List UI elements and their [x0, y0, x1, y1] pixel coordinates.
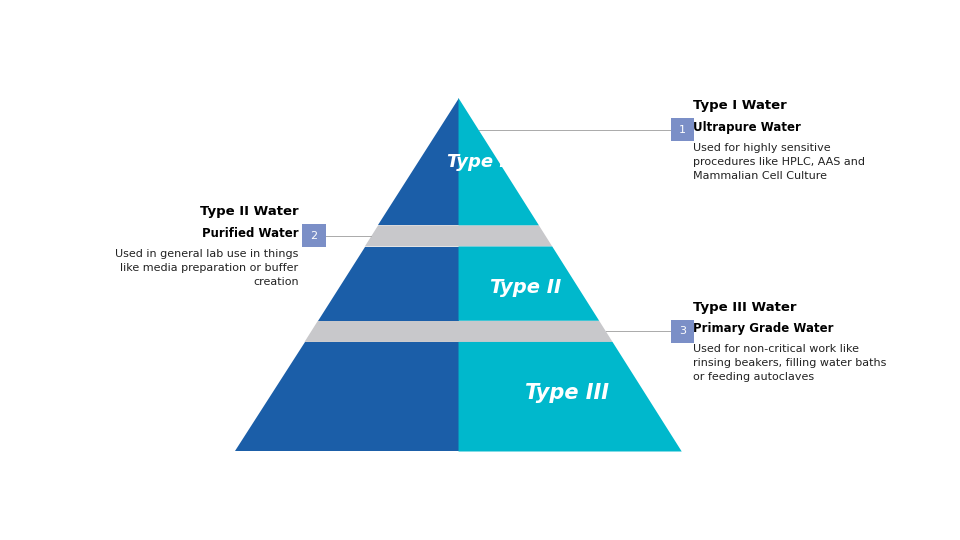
Polygon shape — [459, 246, 599, 321]
Text: Type II Water: Type II Water — [200, 205, 299, 218]
Polygon shape — [378, 98, 459, 225]
FancyBboxPatch shape — [670, 320, 694, 343]
Text: Ultrapure Water: Ultrapure Water — [693, 120, 801, 133]
Text: 2: 2 — [311, 231, 318, 241]
Polygon shape — [365, 225, 552, 246]
Text: Purified Water: Purified Water — [202, 227, 299, 240]
FancyBboxPatch shape — [670, 118, 694, 141]
Text: 3: 3 — [679, 326, 686, 336]
Text: Type I: Type I — [446, 153, 506, 171]
Text: Used in general lab use in things
like media preparation or buffer
creation: Used in general lab use in things like m… — [115, 248, 299, 287]
Polygon shape — [318, 246, 459, 321]
Polygon shape — [459, 342, 682, 451]
Polygon shape — [235, 342, 459, 451]
Text: Type III Water: Type III Water — [693, 301, 797, 314]
Text: Type III: Type III — [524, 383, 609, 403]
Text: Type II: Type II — [490, 278, 562, 296]
FancyBboxPatch shape — [302, 225, 326, 247]
Text: Type I Water: Type I Water — [693, 99, 786, 112]
Text: Used for non-critical work like
rinsing beakers, filling water baths
or feeding : Used for non-critical work like rinsing … — [693, 344, 886, 382]
Polygon shape — [304, 321, 612, 342]
Polygon shape — [459, 98, 539, 225]
Text: 1: 1 — [679, 125, 686, 135]
Text: Used for highly sensitive
procedures like HPLC, AAS and
Mammalian Cell Culture: Used for highly sensitive procedures lik… — [693, 143, 865, 180]
Text: Primary Grade Water: Primary Grade Water — [693, 322, 833, 335]
